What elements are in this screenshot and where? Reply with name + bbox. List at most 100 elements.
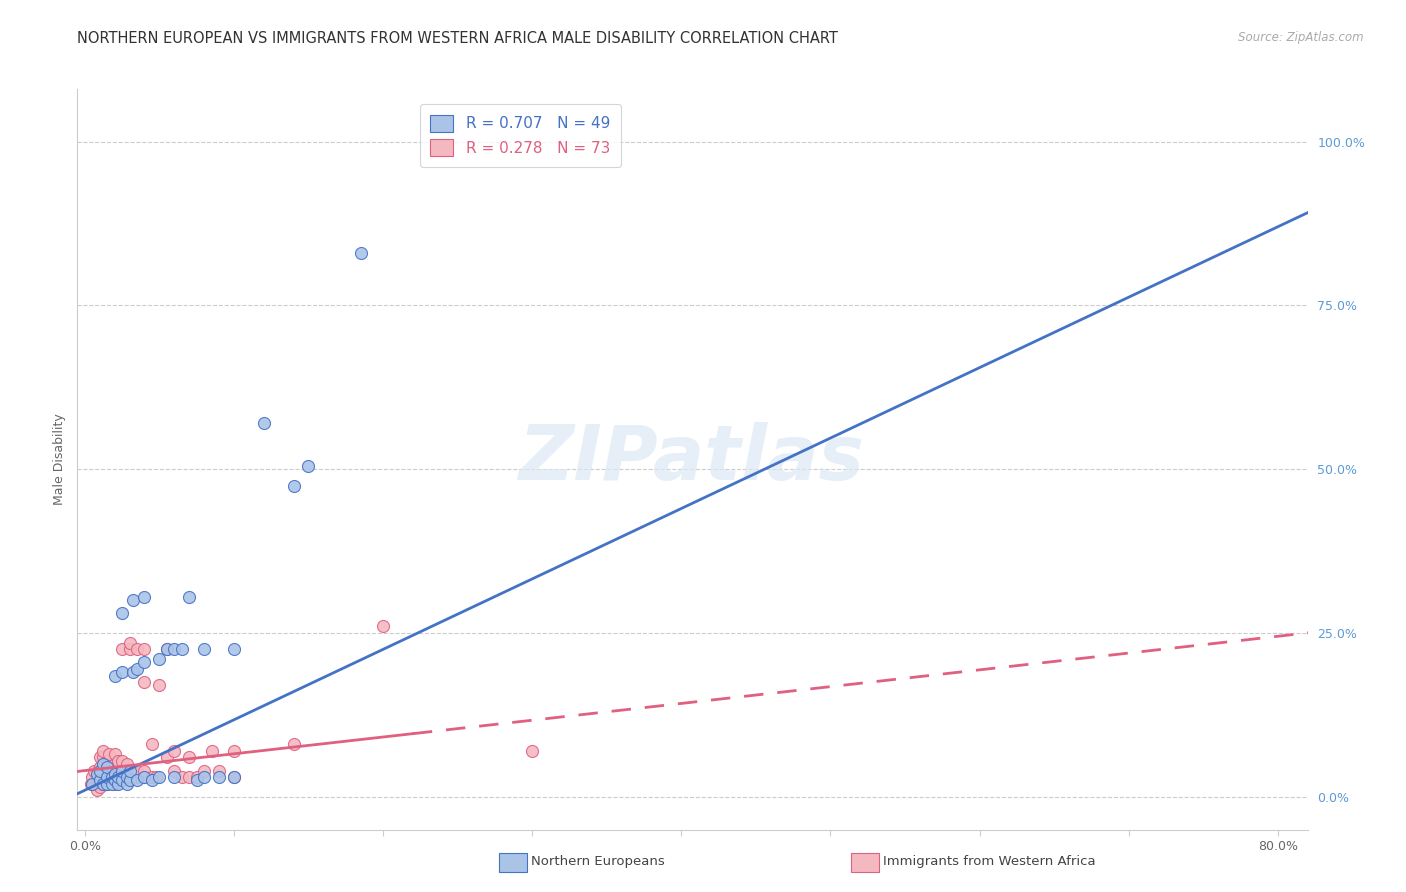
- Y-axis label: Male Disability: Male Disability: [53, 414, 66, 505]
- Point: [104, 747, 127, 762]
- Point: [163, 642, 186, 657]
- Point: [350, 246, 373, 260]
- Point: [179, 590, 201, 604]
- Point: [118, 642, 141, 657]
- Point: [91, 777, 114, 791]
- Point: [107, 773, 129, 788]
- Point: [91, 777, 114, 791]
- Point: [520, 744, 543, 758]
- Point: [125, 642, 148, 657]
- Point: [91, 770, 114, 784]
- Point: [208, 764, 231, 778]
- Point: [96, 770, 118, 784]
- Point: [83, 764, 105, 778]
- Point: [186, 773, 208, 788]
- Point: [141, 738, 163, 752]
- Point: [104, 770, 127, 784]
- Point: [170, 770, 193, 784]
- Point: [107, 770, 129, 784]
- Point: [87, 764, 110, 778]
- Point: [91, 764, 114, 778]
- Point: [134, 675, 156, 690]
- Point: [145, 770, 167, 784]
- Point: [111, 764, 134, 778]
- Point: [141, 770, 163, 784]
- Point: [86, 783, 108, 797]
- Point: [104, 773, 127, 788]
- Point: [89, 773, 111, 788]
- Point: [91, 757, 114, 772]
- Point: [179, 750, 201, 764]
- Point: [297, 458, 319, 473]
- Point: [115, 777, 138, 791]
- Point: [118, 764, 141, 778]
- Point: [125, 662, 148, 676]
- Point: [89, 764, 111, 778]
- Point: [193, 642, 215, 657]
- Point: [89, 773, 111, 788]
- Point: [121, 665, 143, 680]
- Point: [134, 590, 156, 604]
- Point: [193, 764, 215, 778]
- Point: [107, 754, 129, 768]
- Text: NORTHERN EUROPEAN VS IMMIGRANTS FROM WESTERN AFRICA MALE DISABILITY CORRELATION : NORTHERN EUROPEAN VS IMMIGRANTS FROM WES…: [77, 31, 838, 46]
- Text: ZIPatlas: ZIPatlas: [519, 423, 866, 496]
- Point: [179, 770, 201, 784]
- Point: [104, 668, 127, 682]
- Point: [208, 770, 231, 784]
- Point: [193, 770, 215, 784]
- Point: [121, 593, 143, 607]
- Point: [91, 744, 114, 758]
- Point: [89, 750, 111, 764]
- Point: [200, 744, 222, 758]
- Point: [283, 738, 305, 752]
- Point: [163, 744, 186, 758]
- Point: [91, 757, 114, 772]
- Point: [86, 777, 108, 791]
- Point: [121, 770, 143, 784]
- Point: [100, 773, 122, 788]
- Point: [156, 642, 179, 657]
- Point: [94, 777, 117, 791]
- Legend: R = 0.707   N = 49, R = 0.278   N = 73: R = 0.707 N = 49, R = 0.278 N = 73: [420, 104, 620, 167]
- Point: [141, 773, 163, 788]
- Point: [148, 770, 170, 784]
- Point: [118, 764, 141, 778]
- Point: [283, 478, 305, 492]
- Point: [222, 642, 245, 657]
- Point: [97, 747, 120, 762]
- Point: [104, 777, 127, 791]
- Point: [118, 773, 141, 788]
- Point: [186, 770, 208, 784]
- Point: [111, 665, 134, 680]
- Point: [148, 652, 170, 666]
- Point: [163, 764, 186, 778]
- Point: [253, 417, 276, 431]
- Point: [82, 770, 104, 784]
- Point: [222, 770, 245, 784]
- Point: [118, 636, 141, 650]
- Point: [156, 642, 179, 657]
- Text: Source: ZipAtlas.com: Source: ZipAtlas.com: [1239, 31, 1364, 45]
- Point: [222, 744, 245, 758]
- Point: [91, 750, 114, 764]
- Point: [96, 777, 118, 791]
- Point: [118, 770, 141, 784]
- Point: [371, 619, 394, 633]
- Point: [104, 767, 127, 781]
- Point: [107, 764, 129, 778]
- Point: [89, 780, 111, 794]
- Point: [134, 642, 156, 657]
- Point: [80, 777, 103, 791]
- Point: [115, 764, 138, 778]
- Point: [163, 770, 186, 784]
- Point: [96, 777, 118, 791]
- Point: [115, 770, 138, 784]
- Point: [115, 757, 138, 772]
- Point: [104, 764, 127, 778]
- Point: [96, 757, 118, 772]
- Point: [111, 770, 134, 784]
- Point: [115, 770, 138, 784]
- Point: [134, 656, 156, 670]
- Point: [134, 764, 156, 778]
